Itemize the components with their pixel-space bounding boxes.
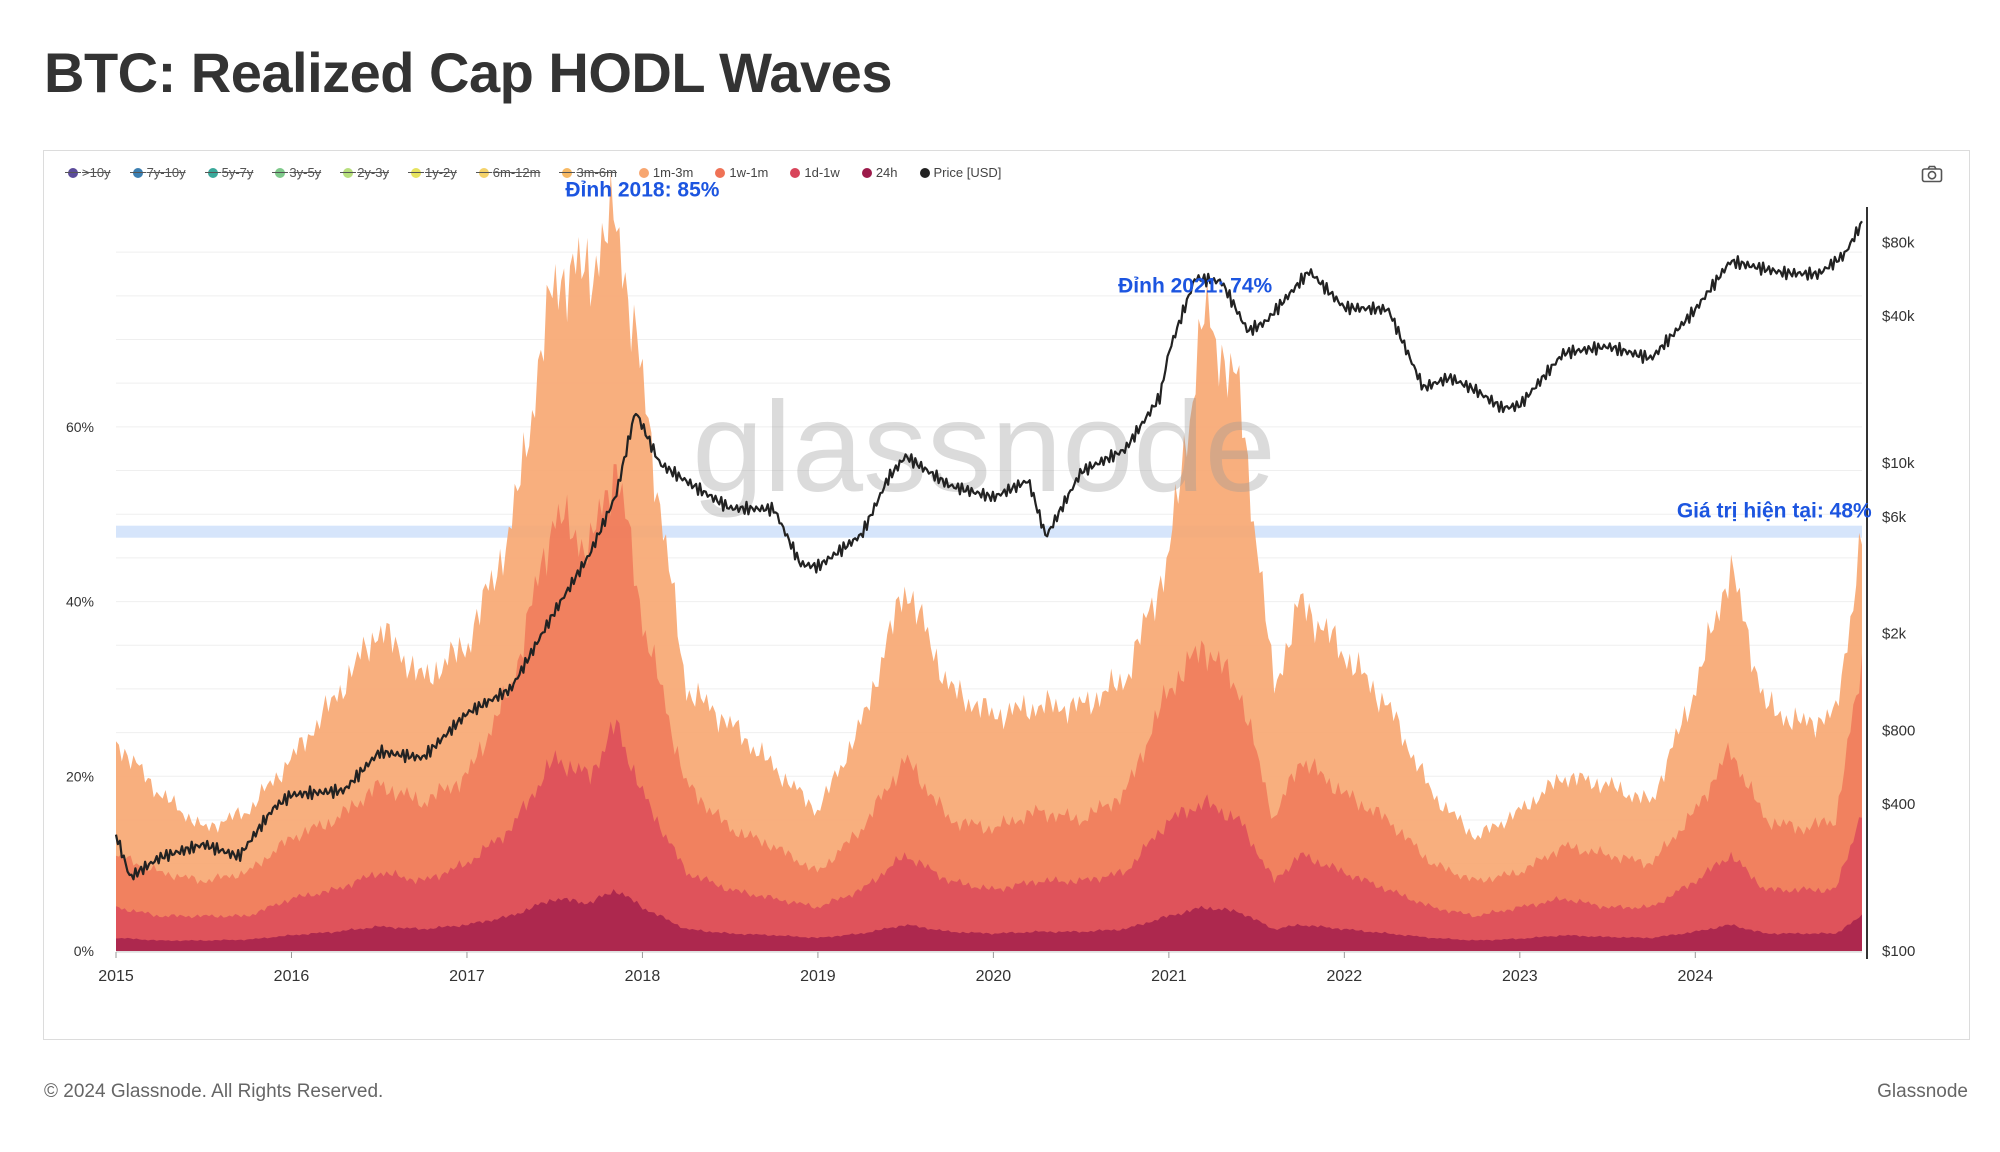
legend-label: >10y [82, 165, 111, 180]
legend-item-7[interactable]: 3m-6m [559, 165, 617, 180]
legend-item-1[interactable]: 7y-10y [129, 165, 186, 180]
chart-legend: >10y 7y-10y 5y-7y 3y-5y 2y-3y 1y-2y 6m-12m 3m-6… [65, 165, 1023, 180]
legend-item-4[interactable]: 2y-3y [340, 165, 389, 180]
legend-item-11[interactable]: 24h [861, 165, 898, 180]
y-left-tick-label: 20% [66, 768, 94, 784]
y-right-tick-label: $100 [1882, 943, 1915, 960]
legend-label: 6m-12m [492, 165, 541, 180]
legend-dot [407, 167, 424, 178]
legend-item-3[interactable]: 3y-5y [272, 165, 322, 180]
x-tick-label: 2022 [1327, 968, 1363, 985]
area-series-24h [116, 889, 1862, 951]
x-tick-label: 2015 [98, 968, 134, 985]
legend-item-2[interactable]: 5y-7y [204, 165, 254, 180]
legend-item-10[interactable]: 1d-1w [790, 165, 840, 180]
legend-label: 5y-7y [221, 165, 254, 180]
hodl-waves-chart: glassnode0%20%40%60%$100$400$800$2k$6k$1… [66, 171, 1915, 985]
legend-label: 1m-3m [652, 165, 694, 180]
legend-item-6[interactable]: 6m-12m [475, 165, 541, 180]
legend-label: Price [USD] [933, 165, 1002, 180]
legend-dot [65, 167, 81, 178]
legend-dot [129, 167, 146, 178]
legend-label: 2y-3y [357, 165, 389, 180]
brand-link[interactable]: Glassnode [1877, 1081, 1968, 1102]
x-tick-label: 2019 [800, 968, 836, 985]
legend-label: 1d-1w [804, 165, 840, 180]
legend-label: 1w-1m [729, 165, 769, 180]
y-left-tick-label: 40% [66, 594, 94, 610]
copyright-text: © 2024 Glassnode. All Rights Reserved. [44, 1081, 384, 1102]
legend-dot [340, 167, 357, 178]
price-line [114, 220, 1863, 881]
annotation-label: Đỉnh 2018: 85% [565, 178, 719, 201]
legend-item-8[interactable]: 1m-3m [638, 165, 694, 180]
legend-dot [559, 167, 576, 178]
x-tick-label: 2018 [625, 968, 661, 985]
y-right-tick-label: $80k [1882, 234, 1915, 251]
y-left-tick-label: 60% [66, 419, 94, 435]
annotation-label: Giá trị hiện tại: 48% [1677, 500, 1872, 523]
x-tick-label: 2023 [1502, 968, 1538, 985]
area-series-1d-1w [116, 719, 1862, 951]
legend-dot [272, 167, 289, 178]
legend-item-9[interactable]: 1w-1m [715, 165, 768, 180]
y-right-tick-label: $2k [1882, 625, 1907, 642]
legend-item-5[interactable]: 1y-2y [407, 165, 457, 180]
legend-label: 3m-6m [576, 165, 617, 180]
x-tick-label: 2020 [976, 968, 1012, 985]
y-right-tick-label: $800 [1882, 723, 1915, 740]
legend-label: 3y-5y [289, 165, 322, 180]
chart-panel: glassnode 0% 20% 40% 60% $100 $400 $800 $2k $6k $1… [43, 150, 1970, 1040]
legend-dot [638, 167, 649, 178]
y-right-tick-label: $40k [1882, 308, 1915, 325]
annotation-label: Đỉnh 2021: 74% [1118, 275, 1272, 298]
page-title: BTC: Realized Cap HODL Waves [44, 41, 892, 104]
legend-dot [204, 167, 221, 178]
legend-dot [715, 167, 726, 178]
y-right-tick-label: $400 [1882, 796, 1915, 813]
y-right-tick-label: $10k [1882, 455, 1915, 472]
x-tick-label: 2017 [449, 968, 485, 985]
legend-item-0[interactable]: >10y [65, 165, 111, 180]
legend-dot [919, 167, 930, 178]
legend-item-12[interactable]: Price [USD] [919, 165, 1002, 180]
camera-icon[interactable] [1921, 165, 1943, 183]
x-tick-label: 2021 [1151, 968, 1187, 985]
y-left-tick-label: 0% [74, 943, 94, 959]
x-tick-label: 2024 [1677, 968, 1713, 985]
legend-dot [861, 167, 872, 178]
legend-label: 1y-2y [424, 165, 457, 180]
legend-label: 24h [875, 165, 898, 180]
legend-label: 7y-10y [146, 165, 186, 180]
x-tick-label: 2016 [274, 968, 310, 985]
legend-dot [790, 167, 801, 178]
y-right-tick-label: $6k [1882, 509, 1907, 526]
legend-dot [475, 167, 492, 178]
reference-band [116, 525, 1862, 538]
